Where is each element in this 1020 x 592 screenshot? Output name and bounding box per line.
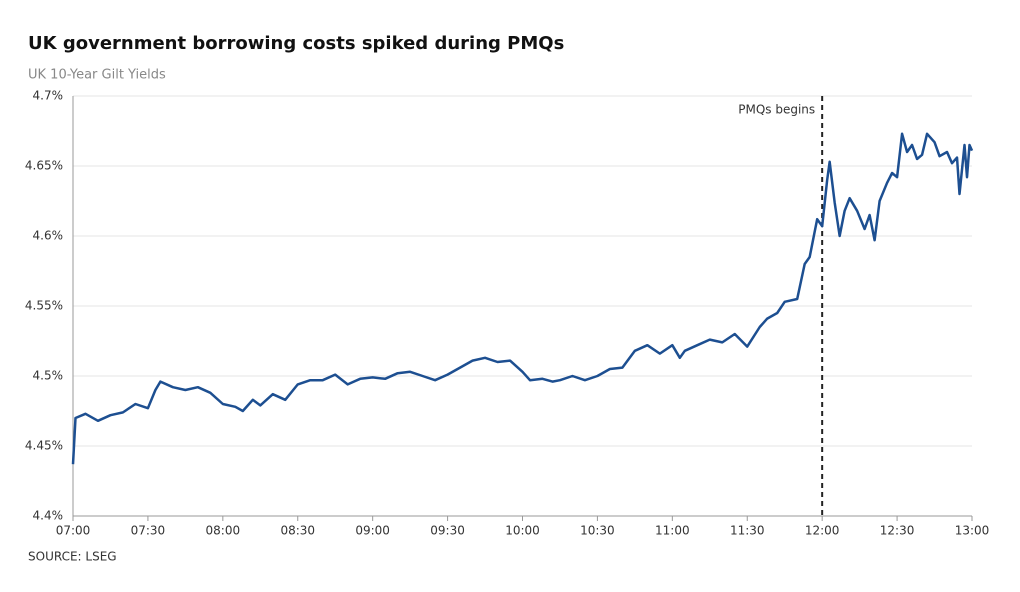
y-tick-label: 4.55%: [25, 299, 63, 313]
x-tick-label: 10:00: [505, 524, 540, 538]
x-tick-label: 12:00: [805, 524, 840, 538]
x-tick-label: 08:00: [206, 524, 241, 538]
x-tick-label: 13:00: [955, 524, 990, 538]
source: SOURCE: LSEG: [28, 550, 117, 564]
y-tick-label: 4.65%: [25, 159, 63, 173]
line: [71, 132, 974, 465]
x-tick-label: 07:30: [131, 524, 166, 538]
x-tick-label: 12:30: [880, 524, 915, 538]
chart-title: UK government borrowing costs spiked dur…: [28, 33, 564, 54]
x-tick-label: 09:00: [355, 524, 390, 538]
x-tick-label: 11:00: [655, 524, 690, 538]
annotation-label: PMQs begins: [738, 103, 815, 117]
x-tick-label: 11:30: [730, 524, 765, 538]
y-tick-label: 4.45%: [25, 439, 63, 453]
chart-subtitle: UK 10-Year Gilt Yields: [28, 68, 166, 83]
y-tick-label: 4.6%: [33, 229, 64, 243]
x-tick-label: 07:00: [56, 524, 91, 538]
x-tick-label: 09:30: [430, 524, 465, 538]
y-tick-label: 4.4%: [33, 509, 64, 523]
x-tick-label: 08:30: [280, 524, 315, 538]
y-tick-label: 4.5%: [33, 369, 64, 383]
x-tick-label: 10:30: [580, 524, 615, 538]
y-tick-label: 4.7%: [33, 89, 64, 103]
